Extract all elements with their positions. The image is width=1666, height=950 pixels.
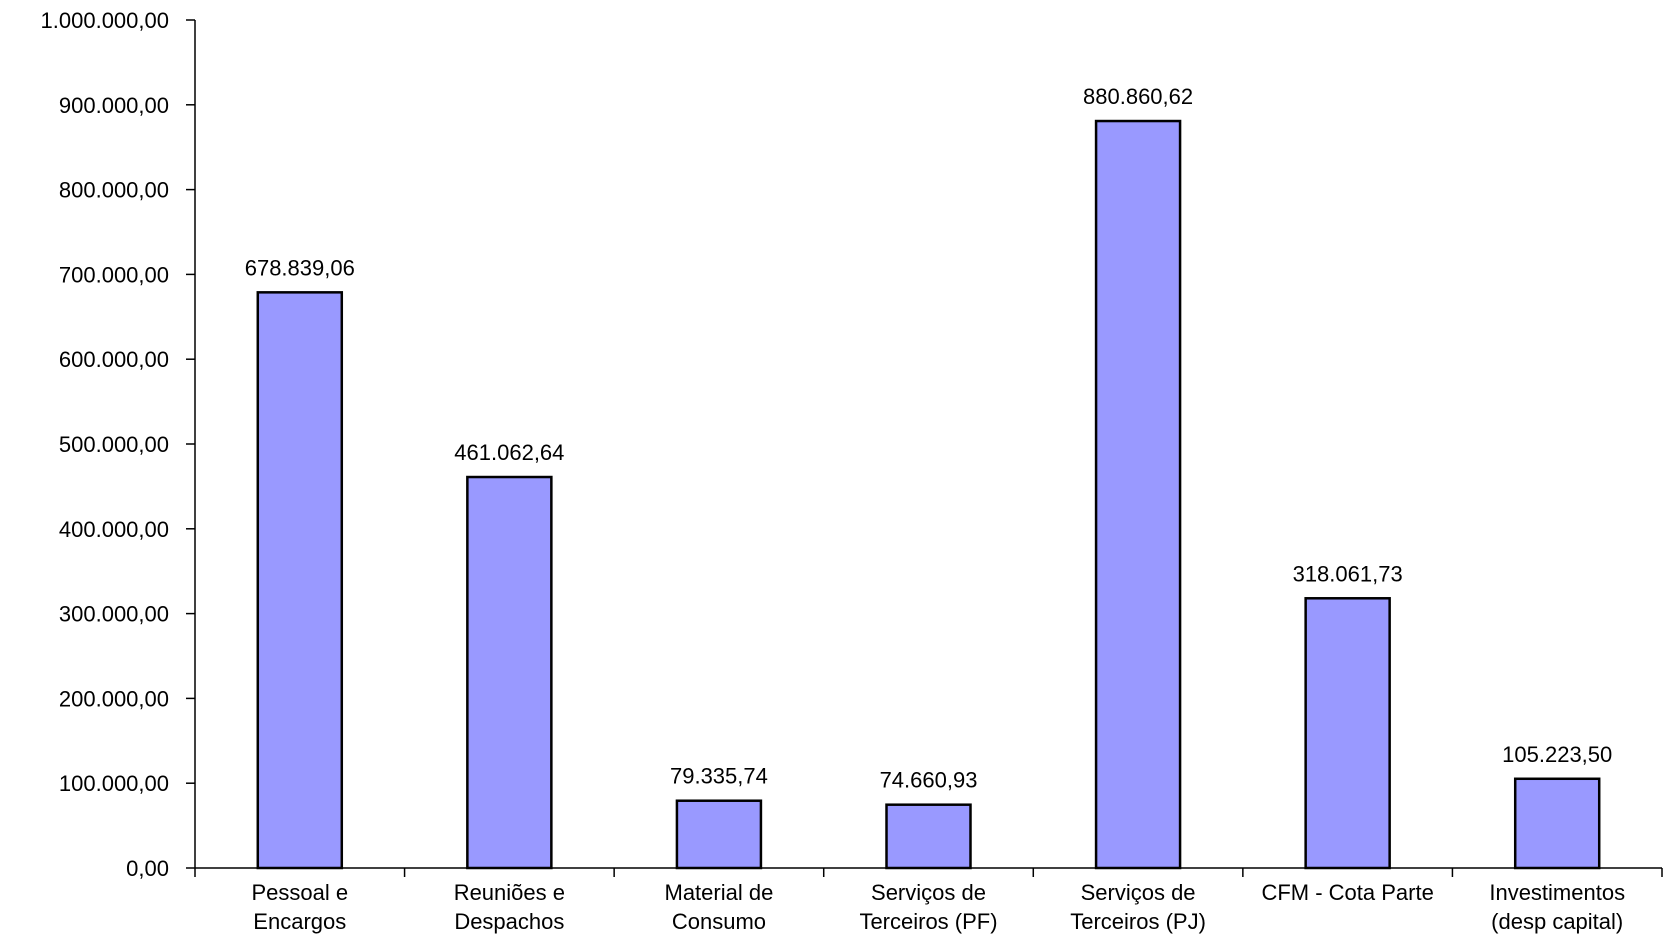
y-tick-label: 300.000,00 [59,602,169,627]
bar-value-label: 461.062,64 [454,440,564,465]
bar-value-label: 318.061,73 [1293,561,1403,586]
y-tick-label: 0,00 [126,856,169,881]
category-label-line: (desp capital) [1491,909,1623,934]
bar [885,803,972,870]
category-label-line: Serviços de [1081,880,1196,905]
bar [1304,597,1391,870]
y-tick-label: 400.000,00 [59,517,169,542]
y-tick-label: 700.000,00 [59,262,169,287]
category-label-line: Material de [665,880,774,905]
y-tick-label: 500.000,00 [59,432,169,457]
category-label: Material de Consumo [665,880,774,934]
bar [1513,777,1601,870]
y-tick-label: 800.000,00 [59,178,169,203]
bar-value-label: 79.335,74 [670,764,768,789]
category-labels: Pessoal e Encargos Reuniões e Despachos Mate… [251,880,1625,934]
category-label: Pessoal e Encargos [251,880,348,934]
data-labels: 678.839,06 461.062,64 79.335,74 74.660,93 88… [245,84,1613,793]
category-label-line: Terceiros (PJ) [1070,909,1206,934]
category-label-line: Reuniões e [454,880,565,905]
y-tick-label: 600.000,00 [59,347,169,372]
x-axis [194,867,1663,877]
category-label-line: Encargos [253,909,346,934]
bar-series [256,119,1601,870]
category-label-line: CFM - Cota Parte [1261,880,1433,905]
category-label: Serviços de Terceiros (PF) [859,880,997,934]
bar-value-label: 105.223,50 [1502,742,1612,767]
bar [256,291,344,870]
bar [466,475,553,870]
y-tick-label: 1.000.000,00 [41,8,169,33]
category-label: Investimentos (desp capital) [1489,880,1625,934]
category-label: Reuniões e Despachos [454,880,565,934]
category-label: Serviços de Terceiros (PJ) [1070,880,1206,934]
y-tick-label: 900.000,00 [59,93,169,118]
category-label-line: Serviços de [871,880,986,905]
bar-value-label: 880.860,62 [1083,84,1193,109]
category-label-line: Despachos [454,909,564,934]
bar-value-label: 74.660,93 [880,768,978,793]
y-axis: 0,00 100.000,00 200.000,00 300.000,00 400.00… [41,8,196,881]
category-label-line: Investimentos [1489,880,1625,905]
bar-value-label: 678.839,06 [245,255,355,280]
y-tick-label: 100.000,00 [59,771,169,796]
category-label-line: Terceiros (PF) [859,909,997,934]
y-tick-label: 200.000,00 [59,686,169,711]
category-label: CFM - Cota Parte [1261,880,1433,905]
category-label-line: Pessoal e [251,880,348,905]
category-label-line: Consumo [672,909,766,934]
bar [675,799,763,870]
bar [1094,119,1182,870]
